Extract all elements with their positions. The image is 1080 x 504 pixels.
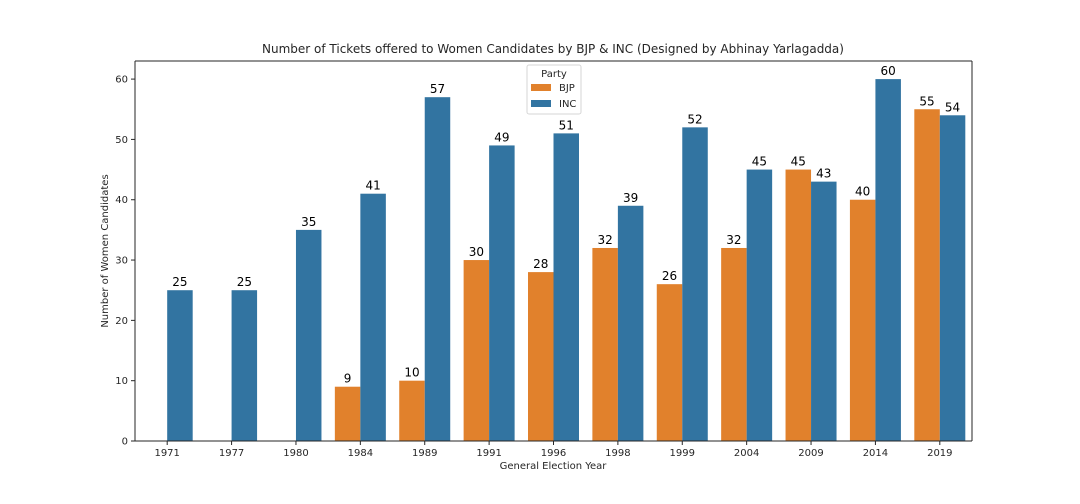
data-label-bjp-2014: 40 bbox=[855, 185, 870, 199]
x-tick-label-1977: 1977 bbox=[219, 448, 244, 459]
data-label-bjp-1999: 26 bbox=[662, 269, 677, 283]
bar-inc-1999 bbox=[682, 127, 708, 441]
bar-bjp-1989 bbox=[399, 380, 425, 441]
x-tick-label-2009: 2009 bbox=[798, 448, 823, 459]
data-label-inc-2014: 60 bbox=[881, 64, 896, 78]
data-label-inc-1989: 57 bbox=[430, 82, 445, 96]
bar-bjp-2014 bbox=[849, 199, 876, 441]
x-tick-group: 1971 1977 1980 1984 1989 1991 1996 1998 1999 2004… bbox=[154, 441, 953, 459]
data-label-inc-1991: 49 bbox=[494, 130, 509, 144]
x-tick-label-1989: 1989 bbox=[412, 448, 437, 459]
x-tick-label-1980: 1980 bbox=[283, 448, 308, 459]
y-tick-label-50: 50 bbox=[115, 135, 128, 146]
bar-bjp-1996 bbox=[528, 272, 554, 441]
y-axis-label: Number of Women Candidates bbox=[100, 174, 111, 327]
bar-inc-2009 bbox=[811, 181, 837, 441]
legend-swatch-inc bbox=[531, 100, 551, 107]
bar-bjp-2019 bbox=[914, 109, 940, 441]
x-tick-label-1996: 1996 bbox=[541, 448, 566, 459]
legend-swatch-bjp bbox=[531, 84, 551, 91]
bar-group bbox=[167, 79, 966, 441]
x-tick-label-1984: 1984 bbox=[348, 448, 373, 459]
bar-bjp-1984 bbox=[334, 386, 361, 441]
data-label-group: 25 25 35 9 41 10 57 30 49 28 51 32 39 26 52 32 45 45 43 40 6… bbox=[172, 64, 960, 386]
x-tick-label-2019: 2019 bbox=[927, 448, 952, 459]
data-label-inc-1996: 51 bbox=[559, 118, 574, 132]
data-label-bjp-1989: 10 bbox=[404, 366, 419, 380]
legend-title: Party bbox=[541, 69, 567, 80]
data-label-bjp-2004: 32 bbox=[726, 233, 741, 247]
data-label-inc-2009: 43 bbox=[816, 167, 831, 181]
x-tick-label-2014: 2014 bbox=[863, 448, 888, 459]
bar-bjp-2004 bbox=[721, 247, 747, 441]
y-tick-label-40: 40 bbox=[115, 195, 128, 206]
bar-inc-1996 bbox=[553, 133, 579, 441]
bar-bjp-1991 bbox=[463, 260, 490, 441]
data-label-bjp-1996: 28 bbox=[533, 257, 548, 271]
bar-inc-1977 bbox=[231, 290, 258, 441]
bar-inc-2004 bbox=[746, 169, 773, 441]
bar-bjp-1999 bbox=[656, 284, 683, 441]
data-label-inc-1980: 35 bbox=[301, 215, 316, 229]
bar-inc-2014 bbox=[875, 79, 901, 441]
bar-bjp-2009 bbox=[785, 169, 812, 441]
x-tick-label-1991: 1991 bbox=[476, 448, 501, 459]
x-tick-label-2004: 2004 bbox=[734, 448, 759, 459]
y-tick-group: 0 10 20 30 40 50 60 bbox=[115, 75, 135, 448]
x-axis-label: General Election Year bbox=[500, 461, 608, 472]
y-tick-label-60: 60 bbox=[115, 75, 128, 86]
x-tick-label-1998: 1998 bbox=[605, 448, 630, 459]
bar-bjp-1998 bbox=[592, 247, 618, 441]
legend-label-bjp: BJP bbox=[559, 83, 575, 94]
legend: Party BJP INC bbox=[526, 64, 582, 115]
x-tick-label-1999: 1999 bbox=[670, 448, 695, 459]
data-label-bjp-2009: 45 bbox=[791, 155, 806, 169]
chart-title: Number of Tickets offered to Women Candi… bbox=[262, 42, 844, 56]
y-tick-label-30: 30 bbox=[115, 256, 128, 267]
data-label-inc-2004: 45 bbox=[752, 155, 767, 169]
legend-label-inc: INC bbox=[559, 99, 576, 110]
bar-inc-1991 bbox=[489, 145, 515, 441]
bar-inc-1971 bbox=[167, 290, 193, 441]
data-label-inc-1977: 25 bbox=[237, 275, 252, 289]
data-label-inc-1984: 41 bbox=[365, 179, 380, 193]
bar-inc-1984 bbox=[360, 193, 386, 441]
bar-inc-1989 bbox=[424, 97, 451, 441]
data-label-inc-1999: 52 bbox=[687, 112, 702, 126]
bar-inc-1998 bbox=[617, 205, 644, 441]
data-label-inc-2019: 54 bbox=[945, 100, 960, 114]
x-tick-label-1971: 1971 bbox=[154, 448, 179, 459]
data-label-bjp-2019: 55 bbox=[919, 94, 934, 108]
data-label-bjp-1998: 32 bbox=[597, 233, 612, 247]
data-label-bjp-1991: 30 bbox=[469, 245, 484, 259]
bar-inc-1980 bbox=[295, 229, 322, 441]
data-label-bjp-1984: 9 bbox=[344, 372, 352, 386]
y-tick-label-20: 20 bbox=[115, 316, 128, 327]
y-tick-label-0: 0 bbox=[122, 437, 128, 448]
bar-inc-2019 bbox=[939, 115, 966, 441]
y-tick-label-10: 10 bbox=[115, 376, 128, 387]
data-label-inc-1971: 25 bbox=[172, 275, 187, 289]
data-label-inc-1998: 39 bbox=[623, 191, 638, 205]
